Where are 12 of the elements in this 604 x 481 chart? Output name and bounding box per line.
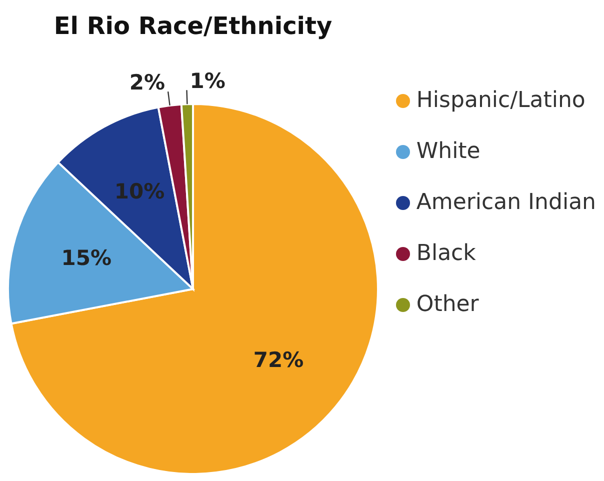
legend-label: Other <box>415 292 480 317</box>
data-label: 2% <box>129 70 166 95</box>
pie-slice <box>10 103 379 473</box>
legend-label: White <box>415 139 482 164</box>
legend-label: American Indian <box>415 190 596 215</box>
legend-label: Hispanic/Latino <box>415 88 586 113</box>
data-label: 72% <box>253 348 304 372</box>
data-label: 10% <box>114 180 165 204</box>
data-label: 15% <box>61 246 112 270</box>
data-label: 1% <box>190 69 226 94</box>
legend-label: Black <box>415 241 477 266</box>
chart-title: El Rio Race/Ethnicity <box>52 12 334 40</box>
